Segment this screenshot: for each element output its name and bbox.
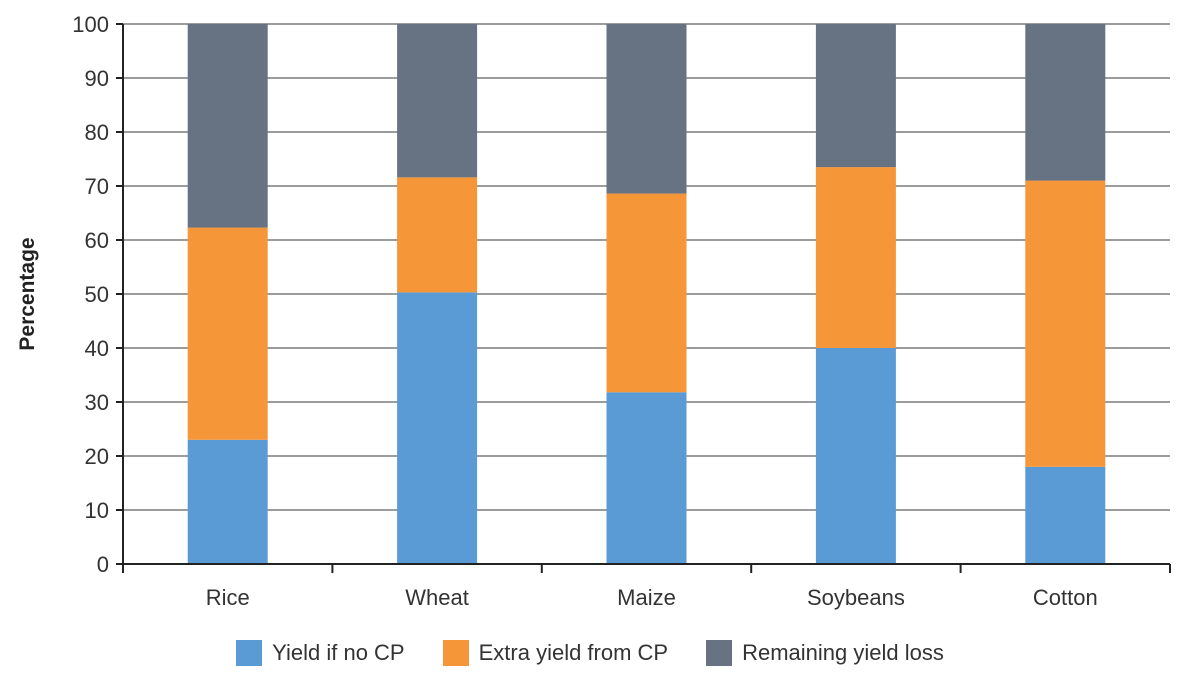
legend-swatch xyxy=(236,640,263,666)
legend-item: Remaining yield loss xyxy=(706,640,944,666)
bar-segment-cotton-2 xyxy=(1025,180,1106,467)
legend-item: Yield if no CP xyxy=(236,640,405,666)
bar-segment-cotton-3 xyxy=(1025,24,1106,181)
bar-segment-maize-3 xyxy=(606,24,687,194)
y-tick-label: 30 xyxy=(85,390,109,415)
legend-swatch xyxy=(442,640,469,666)
bars xyxy=(187,24,1106,564)
bar-segment-cotton-1 xyxy=(1025,466,1106,564)
y-tick-label: 70 xyxy=(85,174,109,199)
y-tick-label: 90 xyxy=(85,66,109,91)
legend-item: Extra yield from CP xyxy=(442,640,669,666)
legend-label: Remaining yield loss xyxy=(742,640,944,665)
y-tick-label: 0 xyxy=(97,552,109,577)
axes xyxy=(116,23,1171,573)
y-tick-label: 10 xyxy=(85,498,109,523)
bar-segment-wheat-1 xyxy=(397,292,478,564)
y-tick-label: 80 xyxy=(85,120,109,145)
bar-segment-maize-1 xyxy=(606,392,687,564)
x-tick-label: Maize xyxy=(617,585,676,610)
legend-label: Extra yield from CP xyxy=(478,640,669,665)
legend-swatch xyxy=(706,640,733,666)
bar-segment-rice-2 xyxy=(187,227,268,440)
bar-segment-wheat-3 xyxy=(397,24,478,178)
x-tick-label: Wheat xyxy=(405,585,469,610)
y-tick-label: 20 xyxy=(85,444,109,469)
y-axis-title: Percentage xyxy=(16,237,39,350)
bar-segment-soybeans-2 xyxy=(815,167,896,348)
x-tick-label: Cotton xyxy=(1033,585,1098,610)
y-tick-label: 100 xyxy=(72,12,109,37)
y-tick-label: 50 xyxy=(85,282,109,307)
bar-segment-soybeans-3 xyxy=(815,24,896,168)
y-tick-label: 40 xyxy=(85,336,109,361)
y-tick-label: 60 xyxy=(85,228,109,253)
bar-segment-soybeans-1 xyxy=(815,348,896,564)
bar-segment-rice-3 xyxy=(187,24,268,228)
bar-segment-wheat-2 xyxy=(397,177,478,293)
tick-labels: 0 10 20 30 40 50 60 70 80 90 100 Rice Wheat Maize Soyb… xyxy=(72,12,1097,610)
legend: Yield if no CP Extra yield from CP Remaini… xyxy=(0,640,1180,666)
bar-segment-rice-1 xyxy=(187,439,268,564)
x-tick-label: Rice xyxy=(206,585,250,610)
legend-label: Yield if no CP xyxy=(272,640,405,665)
stacked-bar-chart: 0 10 20 30 40 50 60 70 80 90 100 Rice Wheat Maize Soyb… xyxy=(16,12,1171,610)
x-tick-label: Soybeans xyxy=(807,585,905,610)
bar-segment-maize-2 xyxy=(606,193,687,393)
